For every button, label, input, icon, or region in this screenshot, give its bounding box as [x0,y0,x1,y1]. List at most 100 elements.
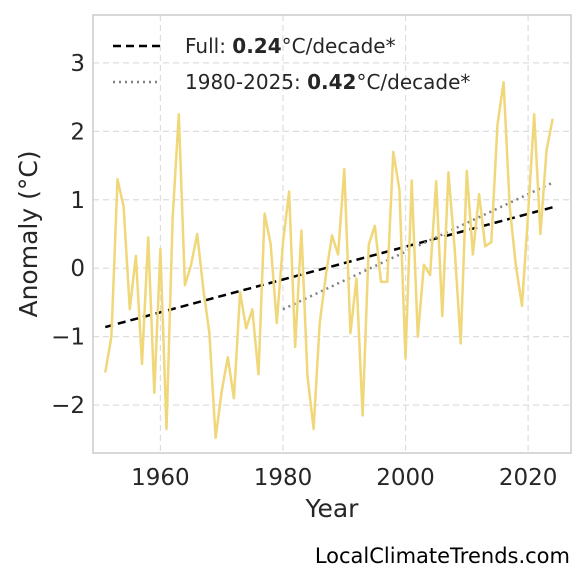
data-point-16 [202,288,204,290]
data-point-60 [472,253,474,256]
data-point-58 [460,342,462,345]
data-point-15 [196,233,198,235]
x-tick-label-0: 1960 [131,465,190,491]
y-tick-labels: −2 −1 0 1 2 3 [51,51,85,419]
data-point-39 [343,168,345,170]
legend-recent-label: 1980-2025: 0.42°C/decade* [185,70,470,94]
data-point-24 [251,308,253,310]
data-point-18 [214,437,217,439]
y-axis-label: Anomaly (°C) [14,150,43,317]
legend-full-suffix: °C/decade* [282,34,396,58]
data-point-0 [104,371,106,373]
data-point-12 [178,113,180,115]
data-point-56 [447,171,450,174]
trend-line-recent [282,181,554,311]
data-point-27 [270,243,272,245]
x-tick-label-1: 1980 [254,465,313,491]
data-point-33 [306,375,309,377]
data-point-51 [417,336,419,338]
legend-full-value: 0.24 [232,34,281,58]
data-point-45 [380,281,382,283]
data-point-7 [147,236,149,239]
y-tick-label-5: 3 [70,51,85,77]
data-point-31 [294,346,296,348]
data-point-63 [490,241,492,243]
data-point-36 [325,274,327,276]
legend-full-label: Full: 0.24°C/decade* [185,34,396,58]
data-point-1 [110,336,112,338]
data-point-64 [496,123,499,126]
data-point-55 [441,315,443,317]
legend: Full: 0.24°C/decade* 1980-2025: 0.42°C/d… [113,34,470,94]
data-point-5 [135,255,137,257]
data-point-20 [227,356,229,358]
data-point-41 [355,277,358,280]
data-point-10 [165,428,168,430]
data-point-2 [116,178,119,180]
data-point-59 [466,170,468,172]
source-credit: LocalClimateTrends.com [314,544,570,568]
grid-lines [93,15,571,453]
data-point-61 [478,193,480,195]
data-point-4 [129,308,131,310]
legend-recent-value: 0.42 [307,70,356,94]
data-point-57 [453,247,456,249]
data-point-19 [221,390,223,393]
data-point-35 [319,322,321,324]
data-point-13 [184,284,186,286]
x-tick-label-2: 2000 [376,465,435,491]
data-point-47 [392,151,394,153]
y-tick-label-1: −1 [51,325,85,351]
data-point-23 [245,327,247,330]
data-point-37 [331,234,333,236]
legend-full-prefix: Full: [185,34,232,58]
data-point-66 [509,206,511,208]
data-point-3 [123,206,125,208]
series-line-0 [104,80,554,440]
data-point-53 [429,274,431,276]
data-point-71 [539,233,541,235]
data-point-17 [208,332,211,334]
data-point-69 [527,212,529,215]
data-point-6 [141,363,143,365]
data-point-32 [300,229,302,232]
trend-lines [104,181,554,329]
data-point-73 [552,118,554,120]
plot-frame [92,14,572,454]
data-point-26 [263,212,266,215]
data-point-48 [398,188,401,191]
data-point-14 [190,264,192,266]
data-point-46 [386,281,388,283]
data-point-50 [411,180,413,182]
data-point-25 [257,373,260,375]
legend-recent-prefix: 1980-2025: [185,70,307,94]
data-point-8 [153,392,155,394]
data-point-70 [533,113,535,115]
data-point-44 [374,225,376,227]
data-point-72 [545,149,548,152]
y-tick-label-0: −2 [51,393,85,419]
data-point-28 [276,322,278,324]
data-point-54 [435,180,437,182]
y-tick-label-3: 1 [70,188,85,214]
data-point-34 [313,428,315,430]
data-point-49 [404,357,407,360]
data-point-11 [172,216,174,218]
data-point-21 [233,397,235,399]
data-point-65 [502,81,505,83]
data-point-29 [282,241,284,243]
data-point-30 [288,190,290,193]
data-point-22 [239,291,241,293]
data-point-62 [484,245,486,247]
data-point-52 [423,264,425,266]
x-axis-label: Year [305,494,360,523]
data-point-38 [337,253,339,256]
x-tick-label-3: 2020 [499,465,558,491]
data-point-68 [521,305,523,307]
data-point-9 [159,248,162,250]
data-point-42 [362,414,364,416]
data-point-67 [515,264,517,266]
data-point-43 [368,243,370,245]
y-tick-label-2: 0 [70,256,85,282]
series-layer [104,80,554,440]
